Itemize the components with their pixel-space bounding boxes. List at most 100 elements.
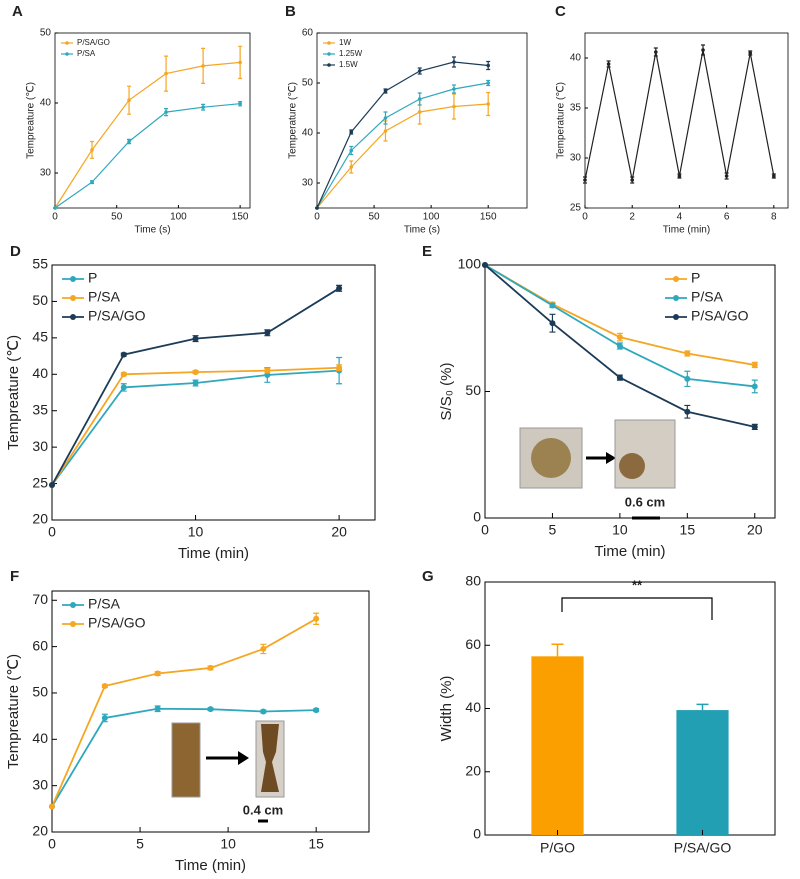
y-tick-label: 30 [40, 168, 52, 179]
legend-marker [70, 314, 76, 320]
x-tick-label: 0 [582, 212, 588, 223]
x-tick-label: P/GO [540, 840, 575, 856]
data-point [192, 380, 199, 387]
data-point [677, 174, 682, 178]
series-line [54, 103, 241, 209]
y-tick-label: 0 [473, 509, 481, 525]
plot-frame [584, 32, 789, 209]
data-point [313, 707, 320, 714]
data-point [383, 129, 388, 133]
bar [676, 710, 729, 835]
series-line [51, 707, 317, 807]
legend-marker [327, 63, 331, 67]
x-tick-label: 6 [724, 212, 730, 223]
x-axis-label: Time (s) [134, 225, 170, 236]
annotation: ** [632, 577, 643, 592]
plot-frame [51, 590, 370, 833]
y-tick-label: 100 [458, 256, 482, 272]
data-point [616, 374, 623, 381]
data-point [751, 423, 758, 430]
panel-label: E [422, 243, 432, 260]
data-point [49, 803, 55, 810]
y-tick-label: 80 [465, 573, 481, 589]
significance-bracket [561, 597, 713, 620]
plot-frame [51, 264, 376, 521]
data-point [482, 262, 488, 268]
legend-label: P/SA [77, 49, 96, 58]
y-tick-label: 50 [32, 292, 48, 308]
legend-label: 1.25W [339, 49, 363, 58]
y-tick-label: 40 [465, 699, 481, 715]
data-point [549, 302, 556, 309]
y-tick-label: 25 [32, 474, 48, 490]
y-tick-label: 40 [40, 98, 52, 109]
x-tick-label: 15 [308, 835, 324, 851]
data-point [154, 705, 161, 712]
y-tick-label: 55 [32, 256, 48, 272]
series-line [51, 369, 340, 486]
x-tick-label: 10 [220, 835, 236, 851]
x-tick-label: 0 [48, 835, 56, 851]
data-point [349, 130, 354, 134]
legend-marker [70, 295, 76, 301]
data-point [417, 69, 422, 73]
x-tick-label: 100 [423, 212, 440, 223]
data-point [90, 180, 94, 184]
y-tick-label: 25 [570, 203, 582, 214]
data-point [684, 408, 691, 415]
data-point [772, 174, 776, 178]
legend-label: 1W [339, 38, 351, 47]
legend-label: P/SA/GO [88, 615, 146, 631]
y-tick-label: 35 [570, 103, 582, 114]
y-tick-label: 50 [40, 28, 52, 39]
plot-frame [484, 581, 776, 836]
data-point [549, 320, 556, 327]
y-tick-label: 0 [473, 826, 481, 842]
legend-marker [70, 621, 76, 627]
data-point [264, 329, 271, 336]
data-point [127, 98, 131, 102]
data-point [101, 714, 108, 721]
data-point [452, 104, 456, 109]
x-axis-label: Time (min) [175, 857, 246, 874]
y-tick-label: 40 [32, 365, 48, 381]
y-tick-label: 60 [465, 636, 481, 652]
x-tick-label: 0 [52, 212, 58, 223]
legend-marker [70, 602, 76, 608]
y-tick-label: 60 [302, 28, 314, 39]
y-axis-label: S/S₀ (%) [438, 363, 455, 421]
data-point [90, 148, 94, 152]
x-tick-label: 150 [480, 212, 497, 223]
data-point [349, 165, 354, 169]
data-point [315, 206, 319, 210]
legend-marker [327, 52, 331, 56]
x-tick-label: 2 [629, 212, 635, 223]
y-axis-label: Tempreature (℃) [5, 335, 22, 450]
legend-label: P/SA/GO [691, 308, 749, 324]
data-point [748, 51, 753, 55]
x-tick-label: 0 [481, 521, 489, 537]
data-point [336, 364, 343, 371]
x-tick-label: 50 [369, 212, 381, 223]
x-tick-label: 15 [680, 521, 696, 537]
data-point [616, 334, 623, 341]
series-line [584, 49, 775, 181]
series-line [484, 264, 755, 388]
x-tick-label: 0 [48, 523, 56, 539]
x-tick-label: 20 [331, 523, 347, 539]
plot-frame [54, 32, 251, 209]
y-tick-label: 50 [302, 78, 314, 89]
data-point [164, 71, 168, 76]
data-point [120, 384, 127, 391]
panel-label: B [285, 3, 296, 20]
legend-marker [673, 314, 679, 320]
inset-photo-e [519, 419, 676, 520]
data-point [417, 97, 422, 101]
panel-label: F [10, 568, 19, 585]
series-line [316, 61, 489, 209]
x-axis-label: Time (min) [178, 545, 249, 562]
data-point [486, 102, 490, 106]
x-axis-label: Time (min) [663, 225, 710, 236]
legend-label: P [691, 270, 700, 286]
data-point [264, 372, 271, 379]
